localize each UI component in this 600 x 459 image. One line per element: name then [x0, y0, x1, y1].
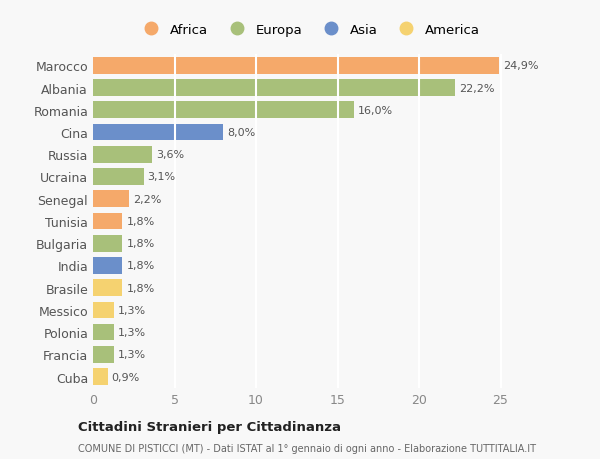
Bar — [93, 257, 122, 274]
Bar — [93, 191, 129, 207]
Bar — [93, 280, 122, 297]
Text: 16,0%: 16,0% — [358, 106, 393, 116]
Legend: Africa, Europa, Asia, America: Africa, Europa, Asia, America — [133, 18, 485, 42]
Text: 3,6%: 3,6% — [156, 150, 184, 160]
Bar — [93, 102, 354, 119]
Bar — [93, 80, 455, 97]
Text: 3,1%: 3,1% — [148, 172, 176, 182]
Text: 1,8%: 1,8% — [127, 261, 155, 271]
Bar — [93, 58, 499, 74]
Bar — [93, 346, 114, 363]
Text: 1,3%: 1,3% — [118, 305, 146, 315]
Bar — [93, 324, 114, 341]
Bar — [93, 369, 107, 385]
Text: 1,8%: 1,8% — [127, 283, 155, 293]
Bar — [93, 124, 223, 141]
Text: 2,2%: 2,2% — [133, 194, 161, 204]
Text: 24,9%: 24,9% — [503, 61, 538, 71]
Text: 8,0%: 8,0% — [227, 128, 256, 138]
Text: 0,9%: 0,9% — [112, 372, 140, 382]
Text: 1,8%: 1,8% — [127, 239, 155, 249]
Text: 1,3%: 1,3% — [118, 350, 146, 359]
Bar — [93, 235, 122, 252]
Bar — [93, 146, 152, 163]
Bar — [93, 213, 122, 230]
Text: 22,2%: 22,2% — [459, 84, 494, 93]
Text: 1,8%: 1,8% — [127, 217, 155, 226]
Bar — [93, 169, 143, 185]
Text: 1,3%: 1,3% — [118, 327, 146, 337]
Bar — [93, 302, 114, 319]
Text: COMUNE DI PISTICCI (MT) - Dati ISTAT al 1° gennaio di ogni anno - Elaborazione T: COMUNE DI PISTICCI (MT) - Dati ISTAT al … — [78, 443, 536, 453]
Text: Cittadini Stranieri per Cittadinanza: Cittadini Stranieri per Cittadinanza — [78, 420, 341, 433]
